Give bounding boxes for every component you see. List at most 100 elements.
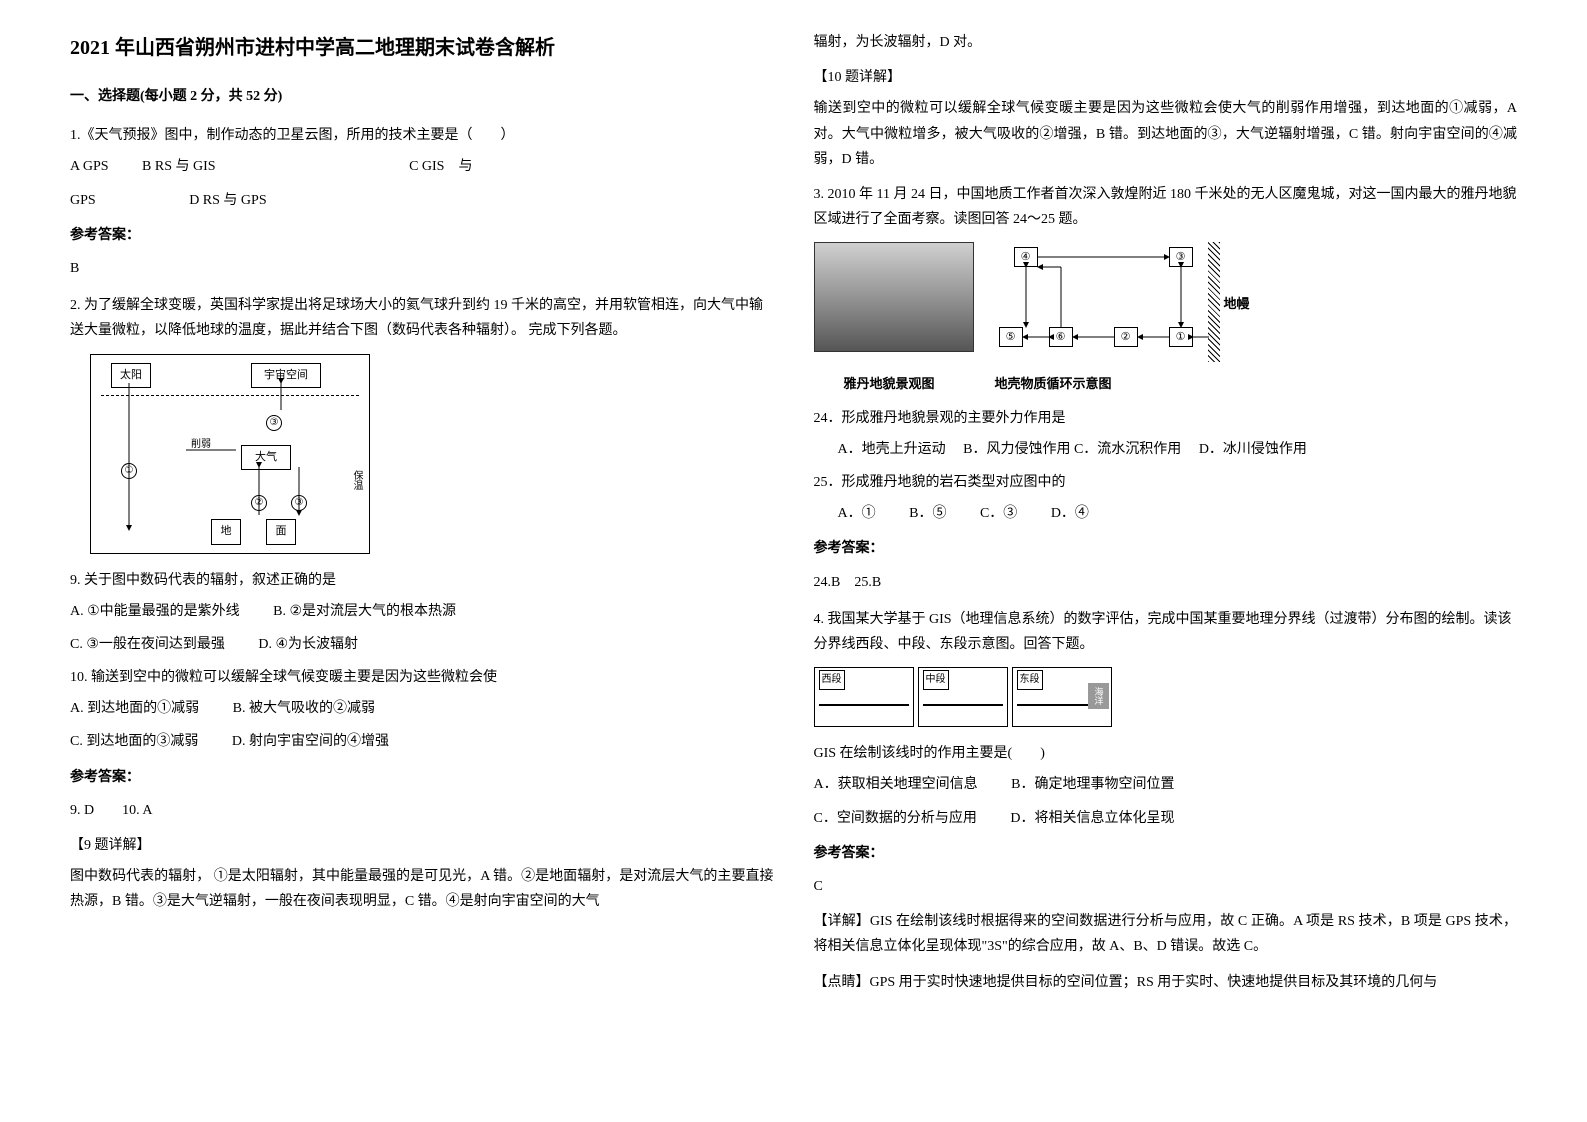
cycle-box-2: ② [1114,327,1138,347]
cycle-box-6: ⑥ [1049,327,1073,347]
q2-10-optA: A. 到达地面的①减弱 [70,696,199,721]
surface-box: 面 [266,519,296,545]
q2-10-optB: B. 被大气吸收的②减弱 [233,696,375,721]
q2-sub10-row1: A. 到达地面的①减弱 B. 被大气吸收的②减弱 [70,696,774,721]
q3-25-optC: C．③ [980,501,1017,526]
q1-optD-prefix: GPS [70,188,96,213]
q1-answer-label: 参考答案： [70,223,774,248]
document-title: 2021 年山西省朔州市进村中学高二地理期末试卷含解析 [70,30,774,66]
caption-2: 地壳物质循环示意图 [995,372,1112,395]
q3-answer-label: 参考答案： [814,536,1518,561]
mantle-label: 地幔 [1223,292,1249,315]
q4-expl-header: 【详解】 [814,914,870,929]
q2-9-optC: C. ③一般在夜间达到最强 [70,632,225,657]
question-3: 3. 2010 年 11 月 24 日，中国地质工作者首次深入敦煌附近 180 … [814,182,1518,595]
q3-sub24-text: 24．形成雅丹地貌景观的主要外力作用是 [814,406,1518,431]
q3-sub25-text: 25．形成雅丹地貌的岩石类型对应图中的 [814,470,1518,495]
space-box: 宇宙空间 [251,363,321,389]
q1-options: A GPS B RS 与 GIS C GIS 与 [70,154,774,179]
q4-subtext: GIS 在绘制该线时的作用主要是( ) [814,741,1518,766]
q2-sub10-row2: C. 到达地面的③减弱 D. 射向宇宙空间的④增强 [70,729,774,754]
cycle-box-1: ① [1169,327,1193,347]
atmosphere-box: 大气 [241,445,291,471]
ocean-label: 海洋 [1088,683,1108,709]
svg-text:削弱: 削弱 [191,437,211,450]
circle-4: ③ [266,415,282,431]
q1-optB: B RS 与 GIS [142,154,216,179]
caption-1: 雅丹地貌景观图 [844,372,935,395]
caption-row: 雅丹地貌景观图 地壳物质循环示意图 [814,372,1518,395]
q3-sub24-opts: A．地壳上升运动 B．风力侵蚀作用 C．流水沉积作用 D．冰川侵蚀作用 [814,437,1518,462]
q4-opts-row2: C．空间数据的分析与应用 D．将相关信息立体化呈现 [814,806,1518,831]
circle-3: ③ [291,495,307,511]
q3-25-optB: B．⑤ [909,501,946,526]
q1-text: 1.《天气预报》图中，制作动态的卫星云图，所用的技术主要是（ ） [70,123,774,148]
q4-expl: 【详解】GIS 在绘制该线时根据得来的空间数据进行分析与应用，故 C 正确。A … [814,909,1518,959]
q4-text: 4. 我国某大学基于 GIS（地理信息系统）的数字评估，完成中国某重要地理分界线… [814,607,1518,657]
left-column: 2021 年山西省朔州市进村中学高二地理期末试卷含解析 一、选择题(每小题 2 … [50,30,794,1092]
q2-9-optB: B. ②是对流层大气的根本热源 [273,599,456,624]
q3-24-optA: A．地壳上升运动 [838,442,946,457]
right-column: 辐射，为长波辐射，D 对。 【10 题详解】 输送到空中的微粒可以缓解全球气候变… [794,30,1538,1092]
q3-sub25-opts: A．① B．⑤ C．③ D．④ [814,501,1518,526]
q3-text: 3. 2010 年 11 月 24 日，中国地质工作者首次深入敦煌附近 180 … [814,182,1518,232]
q2-10-optC: C. 到达地面的③减弱 [70,729,198,754]
q2-expl9-header: 【9 题详解】 [70,833,774,858]
q2-sub9-row2: C. ③一般在夜间达到最强 D. ④为长波辐射 [70,632,774,657]
q4-opts-row1: A．获取相关地理空间信息 B．确定地理事物空间位置 [814,772,1518,797]
cycle-box-5: ⑤ [999,327,1023,347]
q4-answer: C [814,874,1518,899]
col2-cont1: 辐射，为长波辐射，D 对。 [814,30,1518,55]
q2-9-optA: A. ①中能量最强的是紫外线 [70,599,240,624]
q1-optA: A GPS [70,154,109,179]
q4-optC: C．空间数据的分析与应用 [814,806,977,831]
q3-24-optB: B．风力侵蚀作用 [963,442,1070,457]
q3-24-optD: D．冰川侵蚀作用 [1199,442,1307,457]
mid-label: 中段 [923,670,949,690]
earth-box: 地 [211,519,241,545]
rock-cycle-diagram: ④ ③ ⑤ ⑥ ② ① 地幔 [994,242,1224,362]
q4-expl-body: GIS 在绘制该线时根据得来的空间数据进行分析与应用，故 C 正确。A 项是 R… [814,914,1518,954]
segment-west: 西段 [814,667,914,727]
q2-sub9-text: 9. 关于图中数码代表的辐射，叙述正确的是 [70,568,774,593]
circle-2: ② [251,495,267,511]
cycle-box-3: ③ [1169,247,1193,267]
q1-answer: B [70,256,774,281]
dashed-line [101,395,359,396]
q1-options-2: GPS D RS 与 GPS [70,188,774,213]
q2-expl9: 图中数码代表的辐射， ①是太阳辐射，其中能量最强的是可见光，A 错。②是地面辐射… [70,864,774,914]
q4-optD: D．将相关信息立体化呈现 [1010,806,1174,831]
q4-tip-body: GPS 用于实时快速地提供目标的空间位置；RS 用于实时、快速地提供目标及其环境… [870,975,1438,990]
circle-1: ① [121,463,137,479]
question-4: 4. 我国某大学基于 GIS（地理信息系统）的数字评估，完成中国某重要地理分界线… [814,607,1518,995]
col2-expl10-header: 【10 题详解】 [814,65,1518,90]
q2-sub10-text: 10. 输送到空中的微粒可以缓解全球气候变暖主要是因为这些微粒会使 [70,665,774,690]
q2-answer: 9. D 10. A [70,798,774,823]
q2-text: 2. 为了缓解全球变暖，英国科学家提出将足球场大小的氦气球升到约 19 千米的高… [70,293,774,343]
segment-mid: 中段 [918,667,1008,727]
q4-optB: B．确定地理事物空间位置 [1011,772,1174,797]
question-2: 2. 为了缓解全球变暖，英国科学家提出将足球场大小的氦气球升到约 19 千米的高… [70,293,774,914]
col2-expl10: 输送到空中的微粒可以缓解全球气候变暖主要是因为这些微粒会使大气的削弱作用增强，到… [814,96,1518,172]
sun-box: 太阳 [111,363,151,389]
q2-answer-label: 参考答案： [70,765,774,790]
yadan-photo [814,242,974,352]
q2-10-optD: D. 射向宇宙空间的④增强 [232,729,389,754]
q3-24-optC: C．流水沉积作用 [1074,442,1181,457]
mid-line [923,704,1003,706]
west-label: 西段 [819,670,845,690]
radiation-diagram: 太阳 宇宙空间 大气 地 面 ① ② ③ ③ 保温 削弱 [90,354,370,554]
q1-optC: C GIS 与 [409,154,472,179]
map-segments: 西段 中段 东段 海洋 [814,667,1518,727]
cycle-box-4: ④ [1014,247,1038,267]
q1-optD: D RS 与 GPS [189,188,266,213]
west-line [819,704,909,706]
q4-answer-label: 参考答案： [814,841,1518,866]
q4-tip: 【点睛】GPS 用于实时快速地提供目标的空间位置；RS 用于实时、快速地提供目标… [814,970,1518,995]
q4-tip-header: 【点睛】 [814,975,870,990]
q3-answer: 24.B 25.B [814,570,1518,595]
q3-25-optD: D．④ [1051,501,1089,526]
question-1: 1.《天气预报》图中，制作动态的卫星云图，所用的技术主要是（ ） A GPS B… [70,123,774,281]
q2-sub9-row1: A. ①中能量最强的是紫外线 B. ②是对流层大气的根本热源 [70,599,774,624]
yadan-figure-row: ④ ③ ⑤ ⑥ ② ① 地幔 [814,242,1518,362]
